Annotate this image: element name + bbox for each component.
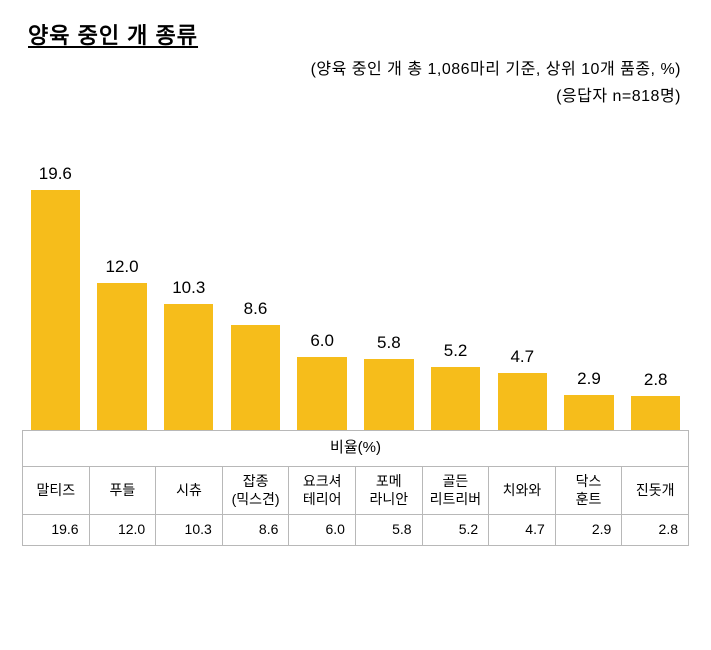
category-cell: 골든리트리버 [422,467,489,515]
table-header-label: 비율(%) [23,431,689,467]
category-cell: 포메라니안 [355,467,422,515]
bar-slot: 2.9 [556,369,623,431]
bar-slot: 8.6 [222,299,289,430]
value-cell: 5.2 [422,515,489,546]
bar-value-label: 19.6 [39,164,72,184]
bar [97,283,146,430]
value-cell: 10.3 [156,515,223,546]
bar [31,190,80,430]
bar-value-label: 5.2 [444,341,468,361]
bar [498,373,547,431]
value-cell: 19.6 [23,515,90,546]
category-cell: 말티즈 [23,467,90,515]
table-header-row: 비율(%) [23,431,689,467]
bar-value-label: 12.0 [106,257,139,277]
bar [164,304,213,430]
category-cell: 치와와 [489,467,556,515]
value-cell: 4.7 [489,515,556,546]
bar-slot: 10.3 [155,278,222,430]
chart-subtitle-2: (응답자 n=818명) [22,83,689,110]
data-table: 비율(%) 말티즈푸들시츄잡종(믹스견)요크셔테리어포메라니안골든리트리버치와와… [22,430,689,545]
bar [231,325,280,430]
table-value-row: 19.612.010.38.66.05.85.24.72.92.8 [23,515,689,546]
bar [564,395,613,431]
chart-subtitle-1: (양육 중인 개 총 1,086마리 기준, 상위 10개 품종, %) [22,56,689,83]
bar-slot: 5.2 [422,341,489,431]
category-cell: 닥스훈트 [555,467,622,515]
bar-value-label: 4.7 [510,347,534,367]
bar-area: 19.6 12.0 10.3 8.6 6.0 5.8 5.2 4.7 2.9 2.8 [22,160,689,430]
bar-value-label: 6.0 [310,331,334,351]
category-cell: 요크셔테리어 [289,467,356,515]
value-cell: 5.8 [355,515,422,546]
bar [631,396,680,430]
bar-slot: 19.6 [22,164,89,430]
bar-slot: 4.7 [489,347,556,431]
category-cell: 시츄 [156,467,223,515]
category-cell: 잡종(믹스견) [222,467,289,515]
bar-slot: 2.8 [622,370,689,430]
bar-value-label: 10.3 [172,278,205,298]
chart-title: 양육 중인 개 종류 [22,18,689,50]
bar [364,359,413,430]
bar-value-label: 2.9 [577,369,601,389]
value-cell: 6.0 [289,515,356,546]
value-cell: 2.9 [555,515,622,546]
bar-slot: 12.0 [89,257,156,430]
bar-value-label: 8.6 [244,299,268,319]
bar [431,367,480,431]
bar [297,357,346,430]
value-cell: 8.6 [222,515,289,546]
bar-slot: 6.0 [289,331,356,430]
bar-chart: 19.612.010.38.66.05.85.24.72.92.8 비율(%) … [22,160,689,545]
category-cell: 진돗개 [622,467,689,515]
category-cell: 푸들 [89,467,156,515]
table-category-row: 말티즈푸들시츄잡종(믹스견)요크셔테리어포메라니안골든리트리버치와와닥스훈트진돗… [23,467,689,515]
bar-value-label: 2.8 [644,370,668,390]
value-cell: 12.0 [89,515,156,546]
bar-slot: 5.8 [356,333,423,430]
bar-value-label: 5.8 [377,333,401,353]
value-cell: 2.8 [622,515,689,546]
